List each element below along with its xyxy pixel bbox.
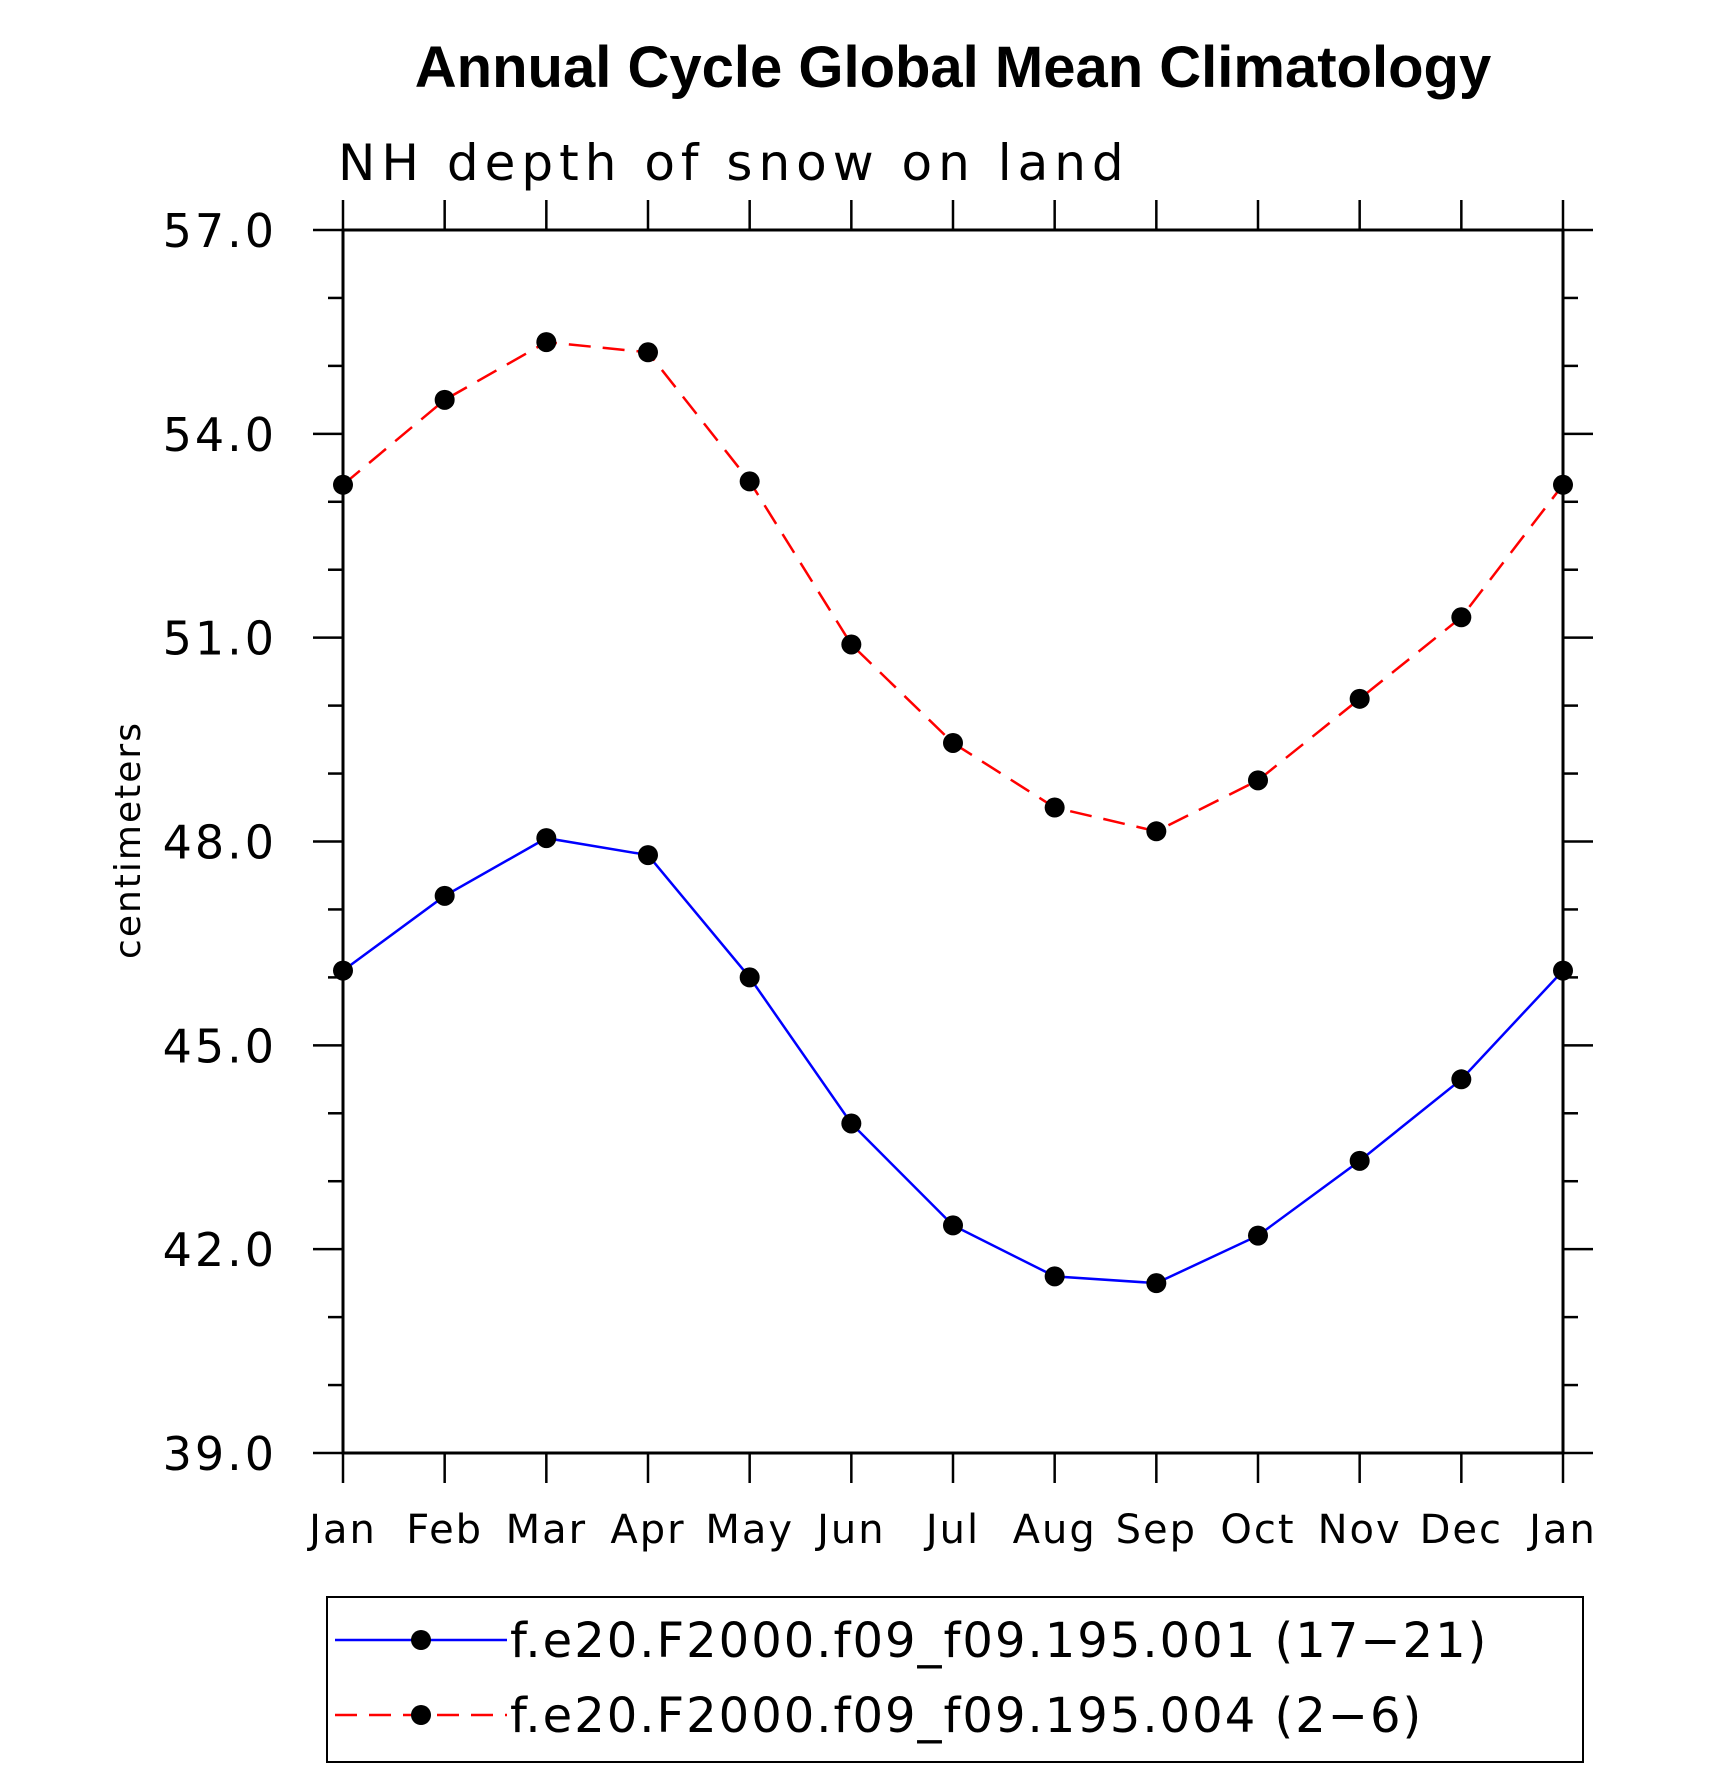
series-2 <box>333 332 1573 842</box>
data-point <box>1044 1266 1065 1287</box>
data-point <box>333 474 353 495</box>
series-layer <box>333 332 1573 1294</box>
x-tick-label: Sep <box>1116 1507 1197 1553</box>
x-tick-label: May <box>705 1507 794 1553</box>
data-point <box>943 732 963 753</box>
data-point <box>434 389 455 410</box>
y-tick-label: 54.0 <box>163 408 277 462</box>
data-point <box>1349 688 1370 709</box>
x-tick-label: Apr <box>610 1507 685 1553</box>
series-1 <box>333 828 1573 1294</box>
legend-label: f.e20.F2000.f09_f09.195.001 (17−21) <box>510 1613 1488 1669</box>
x-tick-label: Aug <box>1013 1507 1097 1553</box>
data-point <box>1553 474 1573 495</box>
y-tick-label: 57.0 <box>163 204 277 258</box>
data-point <box>1553 960 1573 981</box>
data-point <box>1349 1150 1370 1171</box>
data-point <box>739 967 760 988</box>
data-point <box>536 332 557 353</box>
data-point <box>943 1215 963 1236</box>
y-axis-label: centimeters <box>108 721 149 959</box>
data-point <box>1248 1225 1268 1246</box>
x-tick-label: Mar <box>506 1507 587 1553</box>
data-point <box>333 960 353 981</box>
x-tick-label: Jan <box>306 1507 377 1553</box>
legend-marker <box>411 1630 431 1650</box>
x-tick-label: Oct <box>1220 1507 1295 1553</box>
data-point <box>841 1113 862 1134</box>
data-point <box>1451 1069 1472 1090</box>
data-point <box>841 634 862 655</box>
data-point <box>1146 1273 1167 1294</box>
data-point <box>1044 797 1065 818</box>
data-point <box>536 828 557 849</box>
series-line <box>342 340 1564 833</box>
legend: f.e20.F2000.f09_f09.195.001 (17−21) f.e20… <box>326 1596 1584 1763</box>
data-point <box>1248 770 1268 791</box>
x-tick-label: Dec <box>1420 1507 1503 1553</box>
y-tick-label: 39.0 <box>163 1427 277 1481</box>
legend-label: f.e20.F2000.f09_f09.195.004 (2−6) <box>510 1688 1423 1744</box>
data-point <box>434 885 455 906</box>
x-tick-label: Feb <box>406 1507 483 1553</box>
data-point <box>1146 821 1167 842</box>
x-tick-label: Jan <box>1526 1507 1597 1553</box>
y-tick-label: 48.0 <box>163 816 277 870</box>
legend-marker <box>411 1705 431 1725</box>
x-tick-label: Nov <box>1318 1507 1402 1553</box>
legend-box <box>326 1596 1584 1763</box>
y-tick-label: 42.0 <box>163 1223 277 1277</box>
axes-group: 39.0 42.0 45.0 48.0 51.0 54.0 57.0 Jan Feb Mar Apr… <box>163 200 1597 1553</box>
plot-frame <box>341 228 1565 1455</box>
data-point <box>739 471 760 492</box>
data-point <box>1451 607 1472 628</box>
data-point <box>638 845 658 866</box>
chart-subtitle: NH depth of snow on land <box>338 134 1130 192</box>
data-point <box>638 342 658 363</box>
x-tick-label: Jun <box>814 1507 886 1553</box>
y-tick-label: 45.0 <box>163 1019 277 1073</box>
y-tick-label: 51.0 <box>163 612 277 666</box>
chart-title: Annual Cycle Global Mean Climatology <box>415 35 1491 100</box>
x-tick-label: Jul <box>923 1507 980 1553</box>
